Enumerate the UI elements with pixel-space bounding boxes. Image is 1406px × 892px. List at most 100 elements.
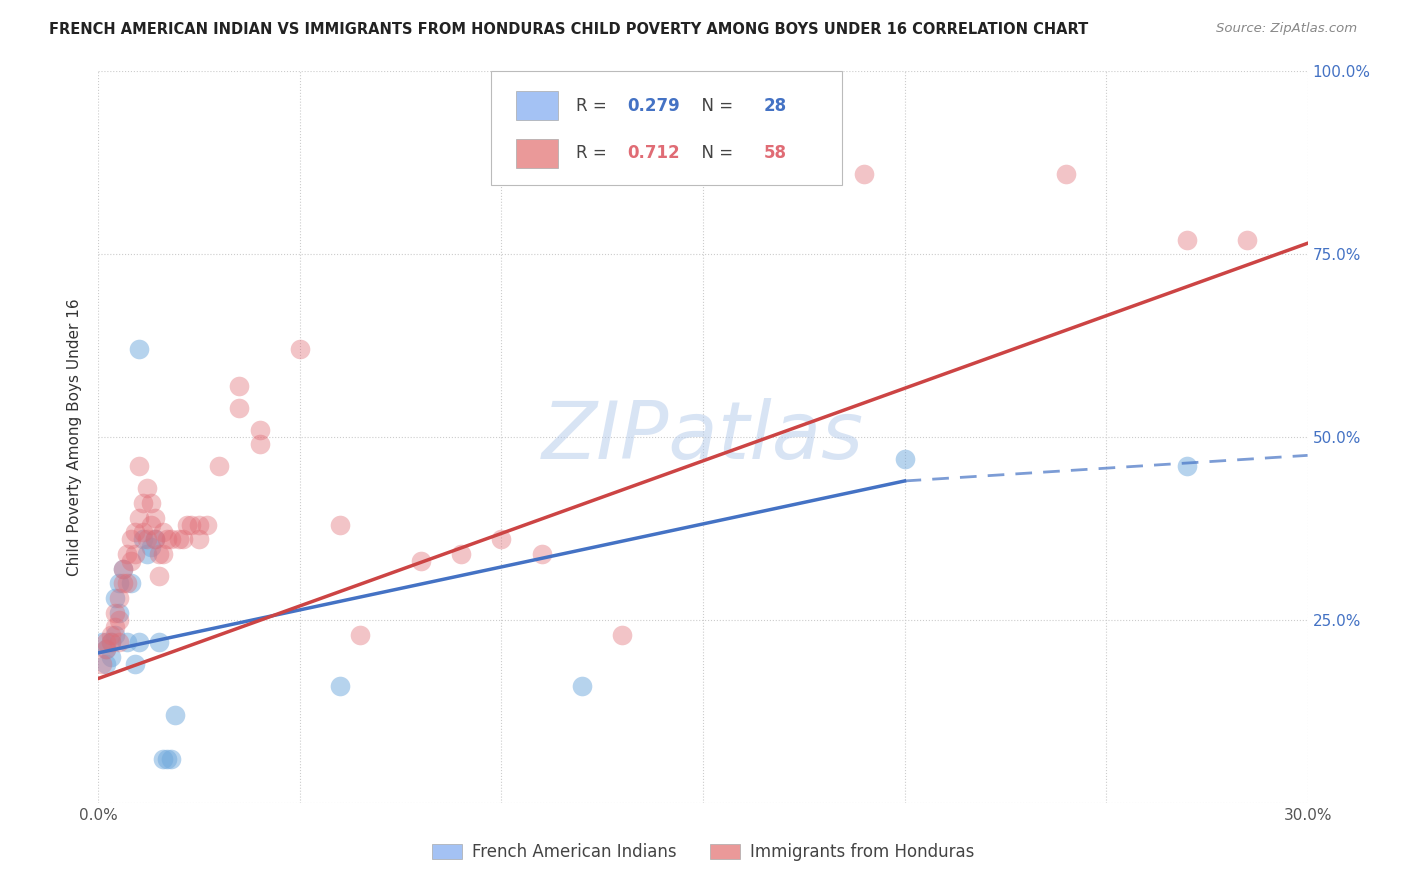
- Text: 0.712: 0.712: [627, 145, 679, 162]
- Text: R =: R =: [576, 96, 612, 115]
- Point: [249, 423, 271, 437]
- Point: [329, 679, 352, 693]
- Point: [167, 533, 190, 547]
- Point: [1175, 459, 1198, 474]
- Point: [160, 533, 183, 547]
- Point: [132, 525, 155, 540]
- Point: [853, 167, 876, 181]
- Point: [120, 576, 142, 591]
- Point: [409, 554, 432, 568]
- Point: [115, 547, 138, 561]
- Point: [188, 517, 211, 532]
- Point: [288, 343, 311, 357]
- Point: [128, 343, 150, 357]
- Point: [132, 496, 155, 510]
- Point: [135, 533, 157, 547]
- Point: [893, 452, 915, 467]
- Point: [139, 517, 162, 532]
- Text: N =: N =: [690, 145, 738, 162]
- Point: [103, 627, 125, 641]
- Point: [612, 627, 634, 641]
- Point: [139, 540, 162, 554]
- Point: [152, 752, 174, 766]
- Point: [91, 657, 114, 671]
- Text: 0.279: 0.279: [627, 96, 679, 115]
- Point: [249, 437, 271, 451]
- Point: [135, 481, 157, 495]
- Point: [100, 635, 122, 649]
- Point: [132, 533, 155, 547]
- Point: [1054, 167, 1077, 181]
- Text: R =: R =: [576, 145, 612, 162]
- Point: [180, 517, 202, 532]
- Point: [100, 649, 122, 664]
- Point: [96, 657, 118, 671]
- Point: [228, 401, 250, 415]
- Point: [148, 635, 170, 649]
- Point: [143, 510, 166, 524]
- Point: [143, 533, 166, 547]
- Point: [152, 525, 174, 540]
- Bar: [516, 138, 558, 168]
- Point: [349, 627, 371, 641]
- Point: [143, 533, 166, 547]
- Legend: French American Indians, Immigrants from Honduras: French American Indians, Immigrants from…: [425, 837, 981, 868]
- Point: [156, 752, 179, 766]
- Point: [128, 459, 150, 474]
- Point: [329, 517, 352, 532]
- Point: [96, 642, 118, 657]
- Point: [124, 525, 146, 540]
- Point: [491, 533, 513, 547]
- Point: [107, 613, 129, 627]
- Text: 58: 58: [763, 145, 786, 162]
- Text: 28: 28: [763, 96, 786, 115]
- Point: [115, 635, 138, 649]
- Point: [91, 635, 114, 649]
- Point: [96, 642, 118, 657]
- Point: [100, 635, 122, 649]
- Point: [124, 657, 146, 671]
- Point: [120, 554, 142, 568]
- Point: [163, 708, 186, 723]
- Point: [128, 510, 150, 524]
- Point: [160, 752, 183, 766]
- Point: [571, 679, 593, 693]
- Text: Source: ZipAtlas.com: Source: ZipAtlas.com: [1216, 22, 1357, 36]
- Point: [1175, 233, 1198, 247]
- Point: [107, 606, 129, 620]
- Point: [148, 569, 170, 583]
- Point: [228, 379, 250, 393]
- FancyBboxPatch shape: [492, 71, 842, 185]
- Y-axis label: Child Poverty Among Boys Under 16: Child Poverty Among Boys Under 16: [67, 298, 83, 576]
- Point: [188, 533, 211, 547]
- Point: [103, 606, 125, 620]
- Point: [195, 517, 218, 532]
- Point: [103, 591, 125, 605]
- Point: [111, 562, 134, 576]
- Point: [100, 627, 122, 641]
- Point: [124, 547, 146, 561]
- Point: [172, 533, 194, 547]
- Point: [152, 547, 174, 561]
- Point: [148, 547, 170, 561]
- Point: [115, 576, 138, 591]
- Point: [450, 547, 472, 561]
- Point: [107, 591, 129, 605]
- Point: [139, 496, 162, 510]
- Point: [103, 620, 125, 634]
- Point: [128, 635, 150, 649]
- Point: [1236, 233, 1258, 247]
- Point: [111, 576, 134, 591]
- Point: [96, 635, 118, 649]
- Point: [176, 517, 198, 532]
- Point: [107, 576, 129, 591]
- Point: [156, 533, 179, 547]
- Point: [208, 459, 231, 474]
- Bar: [516, 91, 558, 120]
- Point: [530, 547, 553, 561]
- Point: [120, 533, 142, 547]
- Point: [135, 547, 157, 561]
- Text: FRENCH AMERICAN INDIAN VS IMMIGRANTS FROM HONDURAS CHILD POVERTY AMONG BOYS UNDE: FRENCH AMERICAN INDIAN VS IMMIGRANTS FRO…: [49, 22, 1088, 37]
- Point: [107, 635, 129, 649]
- Text: ZIPatlas: ZIPatlas: [541, 398, 865, 476]
